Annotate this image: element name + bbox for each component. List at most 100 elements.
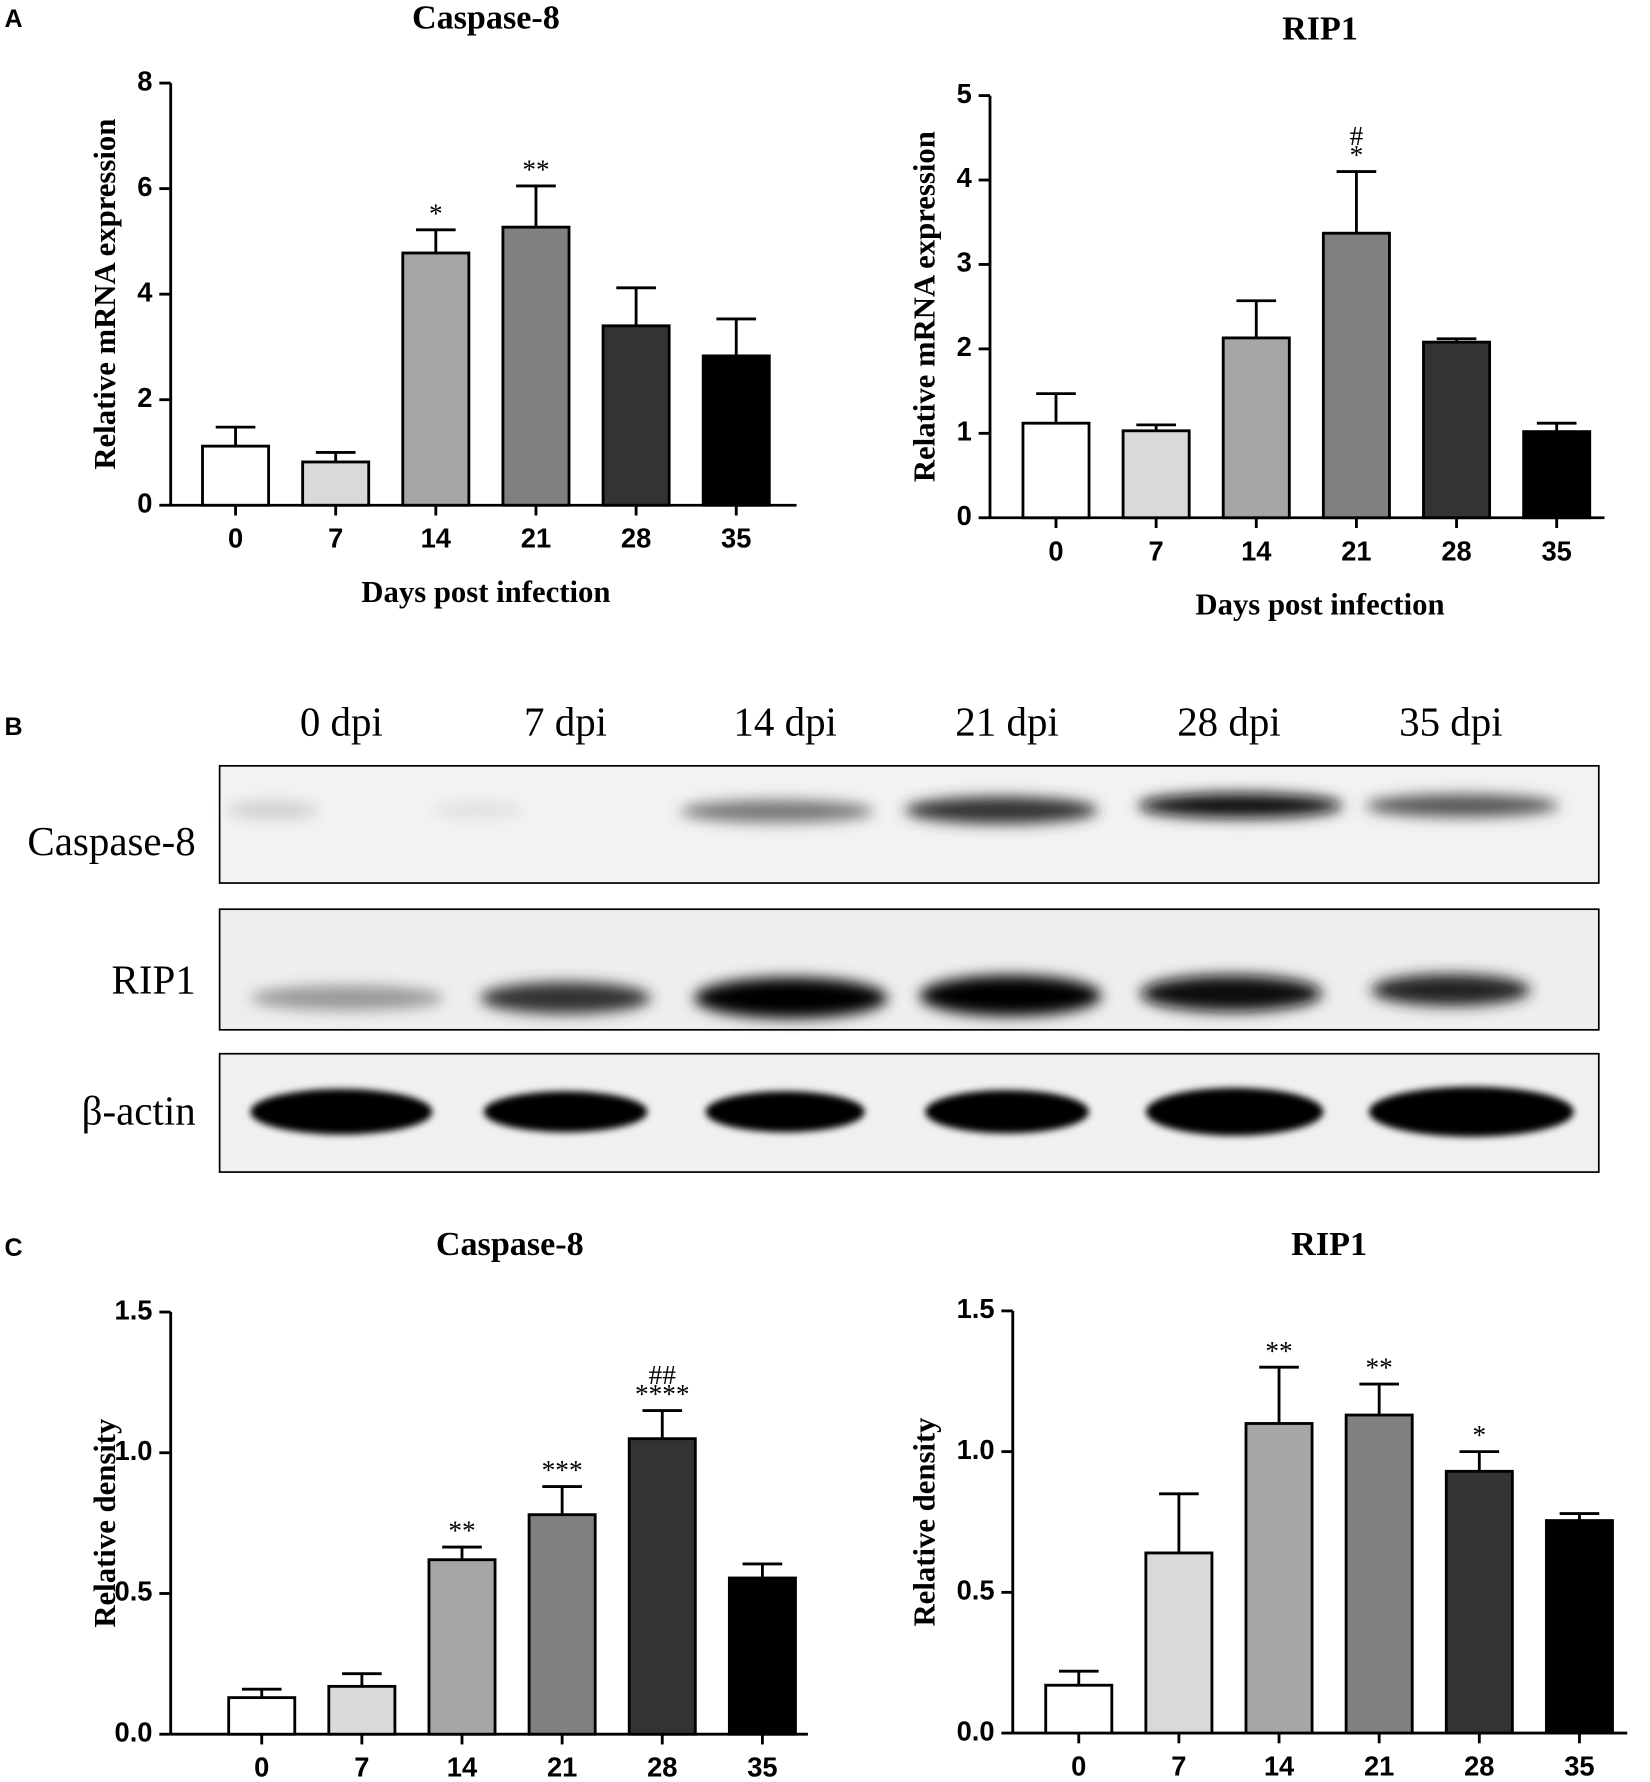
bands-caspase8 bbox=[227, 793, 1559, 824]
x-tick-label: 7 bbox=[354, 1752, 369, 1782]
y-tick-label: 6 bbox=[137, 171, 152, 202]
x-tick-label: 28 bbox=[621, 523, 651, 554]
y-tick-label: 0.0 bbox=[115, 1716, 153, 1747]
bar bbox=[401, 251, 471, 507]
y-tick-label: 1.0 bbox=[115, 1435, 153, 1466]
significance-label: ** bbox=[448, 1516, 475, 1546]
lane-label: 14 dpi bbox=[733, 698, 837, 744]
chart-title: Caspase-8 bbox=[436, 1226, 584, 1263]
y-tick-label: 4 bbox=[137, 276, 153, 307]
panel-label: B bbox=[5, 713, 23, 741]
x-tick-label: 28 bbox=[1464, 1751, 1494, 1782]
row-label: RIP1 bbox=[112, 957, 196, 1003]
bar bbox=[527, 1513, 597, 1736]
x-tick-label: 21 bbox=[547, 1752, 577, 1782]
x-tick-label: 21 bbox=[1341, 535, 1371, 566]
significance-label: ** bbox=[1366, 1353, 1393, 1383]
lane-label: 28 dpi bbox=[1177, 698, 1281, 744]
y-tick-label: 0 bbox=[957, 500, 972, 531]
bar bbox=[701, 354, 771, 507]
y-tick-label: 1.5 bbox=[957, 1293, 995, 1324]
bar bbox=[1444, 1469, 1514, 1735]
x-tick-label: 0 bbox=[228, 523, 243, 554]
bar bbox=[1044, 1683, 1114, 1735]
y-tick-label: 0 bbox=[137, 487, 152, 518]
y-axis-title: Relative density bbox=[907, 1417, 941, 1627]
y-tick-label: 2 bbox=[957, 331, 972, 362]
chart: Caspase-8 Relative density 0.0 0.5 1.0 1.5 0 7 1… bbox=[88, 1226, 808, 1782]
bar bbox=[1344, 1413, 1414, 1735]
bar bbox=[327, 1684, 397, 1736]
lane-label: 35 dpi bbox=[1399, 698, 1503, 744]
chart: RIP1 Relative mRNA expression Days post in… bbox=[907, 11, 1605, 622]
x-tick-label: 14 bbox=[1241, 535, 1272, 566]
bands-actin bbox=[250, 1086, 1574, 1137]
significance-label: *** bbox=[542, 1455, 583, 1485]
bar bbox=[501, 225, 571, 507]
y-tick-label: 5 bbox=[957, 78, 972, 109]
x-tick-label: 14 bbox=[1264, 1751, 1295, 1782]
x-tick-label: 35 bbox=[1564, 1751, 1594, 1782]
y-tick-label: 0.0 bbox=[957, 1715, 995, 1746]
x-tick-label: 7 bbox=[328, 523, 343, 554]
x-tick-label: 35 bbox=[1542, 535, 1572, 566]
chart: RIP1 Relative density 0.0 0.5 1.0 1.5 0 7 14 ** 21… bbox=[907, 1226, 1628, 1782]
bar bbox=[727, 1576, 797, 1736]
bar bbox=[1522, 430, 1592, 520]
y-tick-label: 1 bbox=[957, 416, 972, 447]
significance-label: * bbox=[429, 198, 443, 228]
y-tick-label: 1.5 bbox=[115, 1294, 153, 1325]
x-tick-label: 0 bbox=[254, 1752, 269, 1782]
x-tick-label: 0 bbox=[1048, 535, 1063, 566]
bar bbox=[1221, 336, 1291, 520]
lane-label: 0 dpi bbox=[300, 698, 383, 744]
y-tick-label: 4 bbox=[957, 162, 973, 193]
x-tick-label: 21 bbox=[1364, 1751, 1394, 1782]
x-tick-label: 7 bbox=[1149, 535, 1164, 566]
y-tick-label: 0.5 bbox=[957, 1575, 995, 1606]
x-tick-label: 35 bbox=[747, 1752, 777, 1782]
bar bbox=[1544, 1519, 1614, 1735]
bar bbox=[201, 444, 271, 507]
bar bbox=[1321, 231, 1391, 520]
y-tick-label: 1.0 bbox=[957, 1434, 995, 1465]
chart: Caspase-8 Relative mRNA expression Days po… bbox=[88, 0, 797, 609]
bar bbox=[1422, 340, 1492, 520]
blot bbox=[218, 764, 1600, 1173]
significance-label: ** bbox=[1265, 1336, 1292, 1366]
bar bbox=[427, 1558, 497, 1736]
bar bbox=[627, 1437, 697, 1736]
significance-label: ** bbox=[522, 155, 549, 185]
row-label: Caspase-8 bbox=[27, 818, 195, 864]
bar bbox=[1021, 421, 1091, 520]
panel-label: C bbox=[5, 1234, 23, 1262]
x-tick-label: 14 bbox=[421, 523, 452, 554]
significance-label: **** bbox=[635, 1379, 690, 1409]
x-tick-label: 7 bbox=[1171, 1751, 1186, 1782]
x-axis-title: Days post infection bbox=[361, 575, 610, 609]
y-axis-title: Relative mRNA expression bbox=[907, 131, 941, 482]
x-tick-label: 0 bbox=[1071, 1751, 1086, 1782]
row-label: β-actin bbox=[82, 1088, 196, 1134]
y-tick-label: 3 bbox=[957, 247, 972, 278]
blot-frame bbox=[218, 1052, 1600, 1173]
blot-frame bbox=[218, 764, 1600, 884]
bar bbox=[601, 324, 671, 507]
panel-label: A bbox=[5, 5, 23, 33]
y-axis-title: Relative density bbox=[88, 1418, 122, 1628]
bands-rip1 bbox=[250, 974, 1531, 1019]
bar bbox=[1144, 1551, 1214, 1735]
y-tick-label: 8 bbox=[137, 65, 152, 96]
chart-title: RIP1 bbox=[1291, 1226, 1367, 1263]
x-tick-label: 28 bbox=[647, 1752, 677, 1782]
x-tick-label: 35 bbox=[721, 523, 751, 554]
bar bbox=[301, 460, 371, 507]
y-axis-title: Relative mRNA expression bbox=[88, 119, 122, 470]
blot-frame bbox=[218, 908, 1600, 1031]
chart-title: RIP1 bbox=[1282, 11, 1358, 48]
y-tick-label: 2 bbox=[137, 382, 152, 413]
bar bbox=[1121, 429, 1191, 520]
significance-label: * bbox=[1350, 140, 1364, 170]
